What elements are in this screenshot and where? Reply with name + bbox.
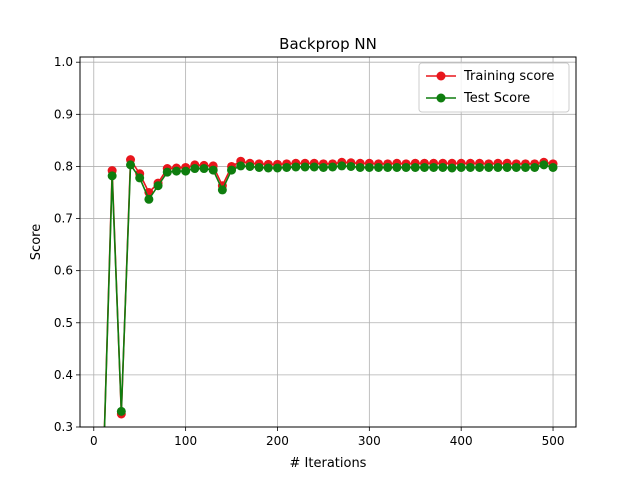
series-1-point: [374, 162, 384, 172]
series-1-point: [346, 161, 356, 171]
series-1-point: [484, 162, 494, 172]
y-tick-label: 0.8: [54, 159, 73, 173]
y-tick-label: 0.5: [54, 316, 73, 330]
series-1-point: [438, 162, 448, 172]
series-1-point: [116, 406, 126, 416]
plot-frame: [79, 56, 577, 428]
legend-marker-training: [436, 71, 446, 81]
series-1-point: [548, 162, 558, 172]
axis-ticks: 0 100 200 300 400 500 0.3 0.4 0.5 0.6 0.7 0.8 0.9 1.0: [54, 55, 565, 448]
series-1-point: [245, 161, 255, 171]
series-1-point: [199, 164, 209, 174]
series-0-point: [98, 475, 107, 480]
legend-marker-test: [436, 93, 446, 103]
legend-label-test: Test Score: [463, 91, 530, 106]
series-1-point: [135, 173, 145, 183]
series-line-0: [103, 157, 554, 427]
series-1-point: [392, 162, 402, 172]
series-1-point: [126, 160, 136, 170]
series-1-point: [309, 162, 319, 172]
x-tick-label: 400: [450, 434, 473, 448]
series-1-point: [318, 162, 328, 172]
series-layer: [98, 155, 558, 480]
x-tick-label: 300: [358, 434, 381, 448]
series-1-point: [217, 185, 227, 195]
series-1-point: [98, 475, 107, 480]
series-1-point: [107, 171, 117, 181]
series-1-point: [502, 162, 512, 172]
series-1-point: [337, 161, 347, 171]
series-1-point: [530, 162, 540, 172]
y-tick-label: 1.0: [54, 55, 73, 69]
series-1-point: [190, 164, 200, 174]
series-1-point: [364, 162, 374, 172]
series-1-point: [162, 167, 172, 177]
legend-box: [418, 62, 570, 113]
grid: [80, 57, 576, 428]
series-1-point: [236, 161, 246, 171]
series-1-point: [401, 162, 411, 172]
legend: Training score Test Score: [418, 62, 570, 113]
y-tick-label: 0.3: [54, 420, 73, 434]
series-1-point: [282, 162, 292, 172]
series-1-point: [171, 166, 181, 176]
y-axis-label: Score: [29, 224, 44, 260]
series-1-point: [227, 165, 237, 175]
series-1-point: [300, 162, 310, 172]
series-1-point: [355, 162, 365, 172]
x-tick-label: 500: [542, 434, 565, 448]
series-1-point: [254, 162, 264, 172]
series-1-point: [429, 162, 439, 172]
series-1-point: [208, 165, 218, 175]
y-tick-label: 0.9: [54, 107, 73, 121]
x-tick-label: 200: [266, 434, 289, 448]
series-1-point: [511, 162, 521, 172]
series-1-point: [153, 181, 163, 191]
series-1-point: [181, 166, 191, 176]
x-tick-label: 0: [90, 434, 98, 448]
y-tick-label: 0.4: [54, 368, 73, 382]
y-tick-label: 0.6: [54, 264, 73, 278]
series-1-point: [383, 162, 393, 172]
series-1-point: [328, 162, 338, 172]
series-1-point: [291, 162, 301, 172]
y-tick-label: 0.7: [54, 212, 73, 226]
series-1-point: [539, 160, 549, 170]
series-1-point: [447, 163, 457, 173]
series-1-point: [144, 194, 154, 204]
series-1-point: [456, 162, 466, 172]
legend-label-training: Training score: [463, 69, 554, 84]
series-1-point: [419, 162, 429, 172]
series-1-point: [493, 162, 503, 172]
series-1-point: [272, 163, 282, 173]
series-1-point: [263, 163, 273, 173]
series-1-point: [465, 162, 475, 172]
series-1-point: [410, 162, 420, 172]
chart-title: Backprop NN: [279, 35, 377, 53]
x-tick-label: 100: [174, 434, 197, 448]
series-1-point: [520, 162, 530, 172]
x-axis-label: # Iterations: [290, 456, 367, 471]
series-line-1: [103, 162, 554, 427]
series-1-point: [475, 162, 485, 172]
